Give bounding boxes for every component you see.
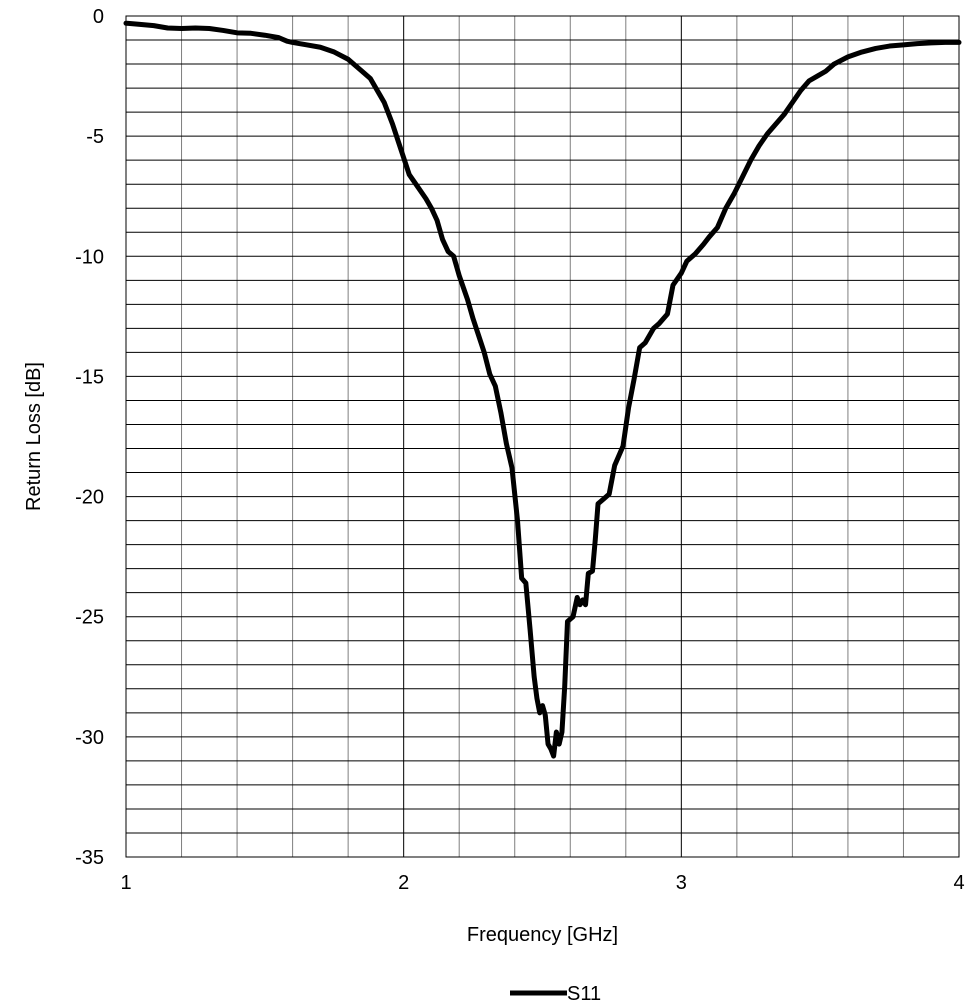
y-axis-title: Return Loss [dB] bbox=[23, 362, 45, 511]
grid bbox=[125, 15, 960, 858]
y-tick-label: -5 bbox=[86, 126, 104, 148]
y-tick-labels: 0 -5 -10 -15 -20 -25 -30 -35 bbox=[75, 6, 104, 869]
y-tick-label: 0 bbox=[93, 6, 104, 28]
y-tick-label: -35 bbox=[75, 847, 104, 869]
x-tick-label: 3 bbox=[676, 872, 687, 894]
series-layer bbox=[123, 20, 962, 759]
legend: S11 bbox=[510, 983, 601, 1005]
x-tick-label: 1 bbox=[120, 872, 131, 894]
x-tick-label: 4 bbox=[953, 872, 964, 894]
x-tick-label: 2 bbox=[398, 872, 409, 894]
x-tick-labels: 1 2 3 4 bbox=[120, 872, 964, 894]
y-tick-label: -15 bbox=[75, 366, 104, 388]
y-tick-label: -30 bbox=[75, 727, 104, 749]
plot-frame bbox=[125, 15, 960, 858]
y-tick-label: -25 bbox=[75, 607, 104, 629]
series-line-s11 bbox=[123, 20, 962, 759]
y-tick-label: -20 bbox=[75, 487, 104, 509]
x-axis-title: Frequency [GHz] bbox=[467, 924, 618, 946]
legend-label-s11: S11 bbox=[567, 983, 601, 1005]
y-tick-label: -10 bbox=[75, 246, 104, 268]
